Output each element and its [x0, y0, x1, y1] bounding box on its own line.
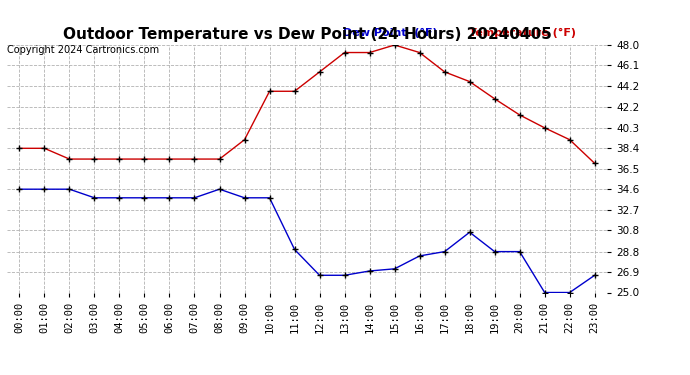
- Text: Copyright 2024 Cartronics.com: Copyright 2024 Cartronics.com: [7, 45, 159, 55]
- Title: Outdoor Temperature vs Dew Point (24 Hours) 20240405: Outdoor Temperature vs Dew Point (24 Hou…: [63, 27, 551, 42]
- Text: Temperature (°F): Temperature (°F): [469, 28, 576, 38]
- Text: Dew Point  (°F): Dew Point (°F): [343, 28, 437, 38]
